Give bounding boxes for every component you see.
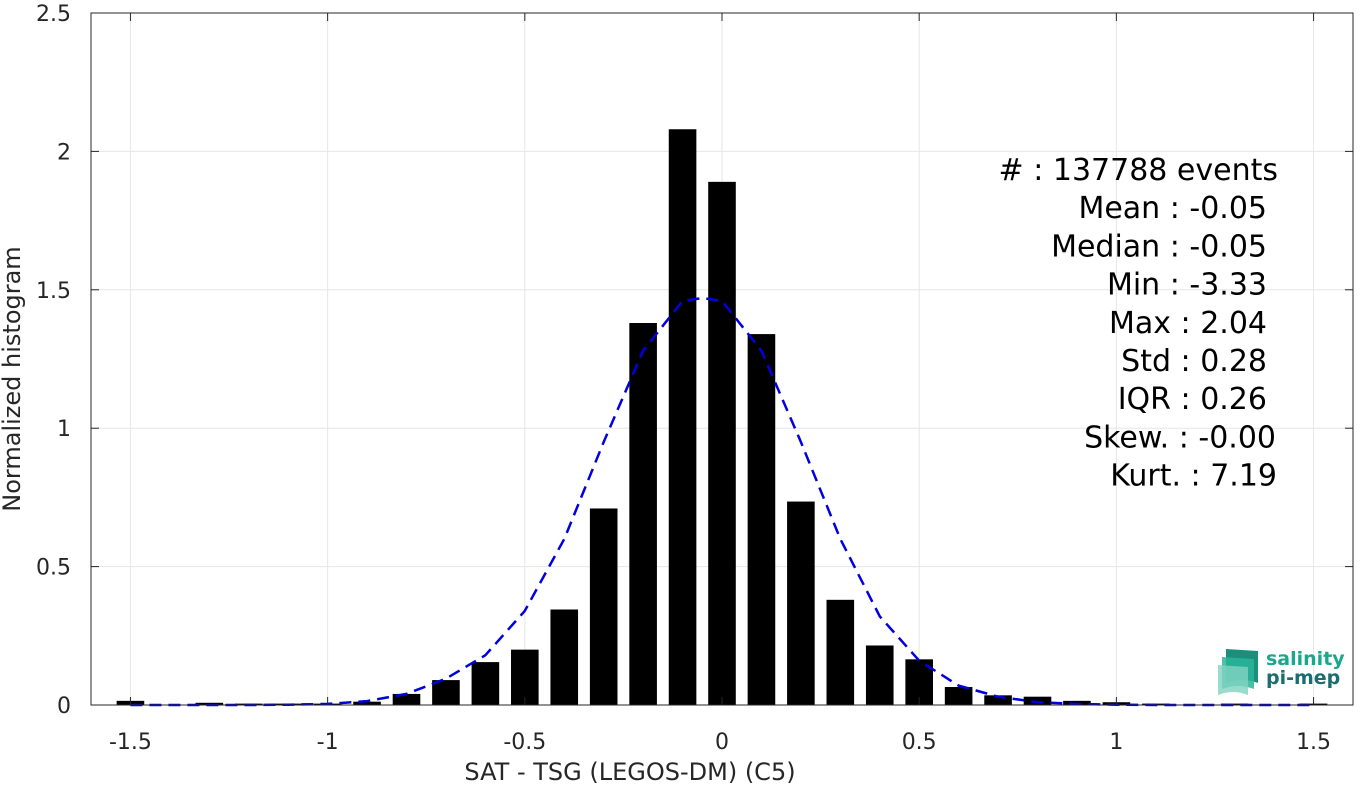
y-axis-ticks: 0 0.5 1 1.5 2 2.5 (36, 2, 1353, 719)
histogram-bar (708, 181, 736, 705)
x-tick-label: -0.5 (503, 730, 546, 755)
x-axis-ticks: -1.5 -1 -0.5 0 0.5 1 1.5 (109, 13, 1331, 755)
histogram-bar (589, 508, 618, 705)
histogram-bar (629, 323, 657, 705)
logo-text-pi-mep: pi-mep (1266, 667, 1341, 689)
x-tick-label: -1.5 (109, 730, 152, 755)
x-tick-label: 1.5 (1296, 730, 1331, 755)
histogram-bar (471, 662, 500, 705)
stats-mean: Mean : -0.05 (1078, 191, 1267, 226)
histogram-bar (432, 680, 460, 705)
stats-events: # : 137788 events (999, 153, 1278, 188)
stats-median: Median : -0.05 (1051, 229, 1267, 264)
histogram-bars (116, 129, 1328, 706)
histogram-bar (353, 701, 381, 705)
statistics-box: # : 137788 events Mean : -0.05 Median : … (999, 153, 1278, 494)
histogram-bar (984, 695, 1012, 705)
y-axis-label: Normalized histogram (0, 246, 26, 511)
histogram-bar (392, 693, 421, 705)
y-tick-label: 0 (57, 694, 71, 719)
y-tick-label: 1 (57, 417, 71, 442)
histogram-bar (668, 129, 697, 706)
histogram-bar (1023, 696, 1052, 705)
histogram-bar (550, 609, 579, 705)
stats-iqr: IQR : 0.26 (1118, 382, 1267, 417)
stats-skew: Skew. : -0.00 (1084, 420, 1276, 455)
histogram-bar (944, 687, 973, 705)
y-tick-label: 2.5 (36, 2, 71, 27)
histogram-bar (826, 599, 855, 705)
histogram-bar (787, 501, 815, 705)
y-tick-label: 2 (57, 140, 71, 165)
x-tick-label: -1 (317, 730, 339, 755)
logo-text-salinity: salinity (1266, 648, 1345, 670)
stats-min: Min : -3.33 (1107, 268, 1267, 303)
histogram-bar (747, 334, 776, 705)
x-tick-label: 1 (1109, 730, 1123, 755)
stats-kurt: Kurt. : 7.19 (1110, 459, 1277, 494)
x-axis-label: SAT - TSG (LEGOS-DM) (C5) (464, 758, 795, 785)
stats-std: Std : 0.28 (1121, 344, 1267, 379)
histogram-bar (1220, 703, 1249, 705)
x-tick-label: 0.5 (902, 730, 937, 755)
x-tick-label: 0 (715, 730, 729, 755)
histogram-bar (511, 649, 539, 705)
logo-waves-icon (1218, 649, 1258, 695)
salinity-pi-mep-logo: salinity pi-mep (1218, 647, 1348, 695)
stats-max: Max : 2.04 (1109, 306, 1267, 341)
y-tick-label: 0.5 (36, 556, 71, 581)
y-tick-label: 1.5 (36, 279, 71, 304)
histogram-bar (865, 645, 894, 705)
